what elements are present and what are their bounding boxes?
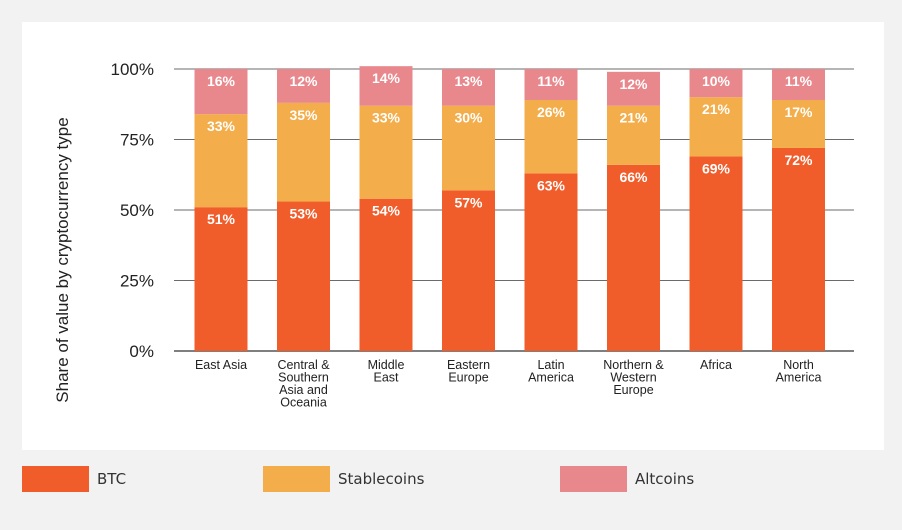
bar-stablecoins-segment — [772, 100, 825, 148]
bar-stablecoins-segment — [277, 102, 330, 202]
data-label: 12% — [619, 76, 648, 92]
bar-btc-segment — [194, 207, 248, 351]
legend-label-btc: BTC — [97, 470, 127, 488]
data-label: 12% — [289, 73, 318, 89]
data-label: 33% — [372, 110, 401, 126]
x-tick-label: Oceania — [280, 396, 327, 410]
y-tick-label: 0% — [129, 342, 154, 361]
x-tick-label: Northern & — [603, 358, 664, 372]
bar-altcoins-segment — [442, 69, 495, 106]
bar-altcoins-segment — [772, 69, 825, 101]
data-label: 10% — [702, 73, 731, 89]
bar-btc-segment — [689, 156, 743, 351]
x-tick-label: America — [528, 371, 574, 385]
data-label: 30% — [454, 110, 483, 126]
data-label: 63% — [537, 177, 566, 193]
data-label: 13% — [454, 73, 483, 89]
y-tick-label: 50% — [120, 201, 154, 220]
bar-stablecoins-segment — [442, 105, 495, 191]
data-label: 14% — [372, 70, 401, 86]
data-label: 21% — [702, 101, 731, 117]
bar-btc-segment — [524, 173, 578, 351]
data-label: 16% — [207, 73, 236, 89]
bar-altcoins-segment — [524, 69, 578, 101]
x-tick-label: Southern — [278, 371, 329, 385]
data-label: 57% — [454, 194, 483, 210]
bar-stablecoins-segment — [524, 100, 578, 174]
bar-altcoins-segment — [194, 69, 248, 115]
data-label: 66% — [619, 169, 648, 185]
data-label: 72% — [784, 152, 813, 168]
data-label: 69% — [702, 160, 731, 176]
legend-swatch-stablecoins — [263, 466, 330, 492]
x-tick-label: Eastern — [447, 358, 490, 372]
y-tick-label: 100% — [111, 60, 154, 79]
x-tick-label: East — [373, 371, 399, 385]
x-tick-label: Europe — [613, 383, 653, 397]
bar-btc-segment — [772, 147, 825, 351]
stacked-bar-chart: 0% 25% 50% 75% 100% Share of value by cryptoc… — [53, 60, 854, 410]
legend-label-altcoins: Altcoins — [635, 470, 695, 488]
data-label: 54% — [372, 203, 401, 219]
x-tick-label: Western — [610, 371, 656, 385]
x-tick-label: Asia and — [279, 383, 328, 397]
x-tick-label: America — [776, 371, 822, 385]
data-label: 17% — [784, 104, 813, 120]
bar-stablecoins-segment — [194, 114, 248, 208]
y-tick-label: 25% — [120, 272, 154, 291]
data-label: 33% — [207, 118, 236, 134]
legend: BTC Stablecoins Altcoins — [22, 466, 884, 498]
bar-btc-segment — [277, 201, 330, 351]
data-label: 53% — [289, 206, 318, 222]
bar-altcoins-segment — [689, 69, 743, 98]
legend-swatch-btc — [22, 466, 89, 492]
bar-altcoins-segment — [277, 69, 330, 103]
legend-swatch-altcoins — [560, 466, 627, 492]
bar-btc-segment — [607, 164, 660, 351]
data-label: 21% — [619, 110, 648, 126]
bar-altcoins-segment — [359, 66, 413, 106]
x-tick-label: Africa — [700, 358, 732, 372]
x-tick-label: Latin — [537, 358, 564, 372]
x-tick-label: Europe — [448, 371, 488, 385]
x-tick-label: North — [783, 358, 814, 372]
x-tick-label: East Asia — [195, 358, 247, 372]
bar-btc-segment — [442, 190, 495, 351]
x-tick-label: Central & — [277, 358, 330, 372]
y-axis-label: Share of value by cryptocurrency type — [53, 117, 72, 402]
chart-card: 0% 25% 50% 75% 100% Share of value by cryptoc… — [22, 22, 884, 450]
bar-stablecoins-segment — [689, 97, 743, 157]
data-label: 51% — [207, 211, 236, 227]
data-label: 35% — [289, 107, 318, 123]
y-tick-label: 75% — [120, 131, 154, 150]
data-label: 11% — [537, 73, 565, 89]
x-tick-label: Middle — [368, 358, 405, 372]
bar-altcoins-segment — [607, 71, 660, 106]
bar-stablecoins-segment — [359, 105, 413, 199]
data-label: 11% — [785, 73, 813, 89]
data-label: 26% — [537, 104, 566, 120]
bar-stablecoins-segment — [607, 105, 660, 165]
bar-btc-segment — [359, 198, 413, 351]
legend-label-stablecoins: Stablecoins — [338, 470, 425, 488]
